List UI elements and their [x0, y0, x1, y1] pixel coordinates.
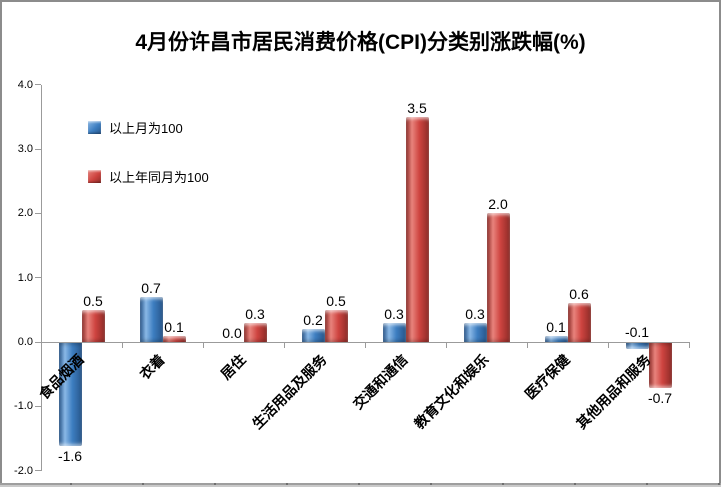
- bar-year-over-year: [405, 116, 429, 342]
- worksheet-edge: [0, 483, 721, 485]
- y-axis-tick: [35, 84, 41, 86]
- bar-year-over-year: [162, 335, 186, 342]
- bar-month-over-month: [625, 343, 649, 350]
- x-axis-tick: [284, 342, 285, 348]
- y-axis-tick: [35, 470, 41, 472]
- bar-year-over-year: [81, 309, 105, 342]
- y-axis-label: -2.0: [14, 464, 33, 477]
- bar-year-over-year: [486, 213, 510, 342]
- worksheet-edge-shadow: [0, 485, 721, 487]
- bar-month-over-month: [58, 343, 82, 446]
- legend-item: 以上月为100: [88, 118, 209, 137]
- legend-swatch-icon: [88, 170, 101, 183]
- data-label: 0.5: [83, 292, 103, 309]
- chart-border-left: [0, 0, 2, 483]
- x-axis-tick: [41, 342, 42, 348]
- bar-month-over-month: [463, 322, 487, 342]
- x-axis-tick: [446, 342, 447, 348]
- legend: 以上月为100 以上年同月为100: [88, 118, 209, 216]
- data-label: 0.3: [384, 305, 404, 322]
- y-axis-label: 1.0: [17, 271, 33, 284]
- y-axis-tick: [35, 148, 41, 150]
- y-axis-label: 2.0: [17, 207, 33, 220]
- y-axis-tick: [35, 341, 41, 343]
- y-axis-tick: [35, 212, 41, 214]
- chart-border-top: [0, 0, 721, 2]
- chart-border-right: [719, 0, 721, 483]
- x-axis-tick: [527, 342, 528, 348]
- data-label: 0.1: [546, 318, 566, 335]
- data-label: 0.6: [569, 286, 589, 303]
- y-axis-tick: [35, 405, 41, 407]
- bar-month-over-month: [139, 296, 163, 342]
- legend-label: 以上年同月为100: [109, 170, 209, 185]
- category-label: 其他用品和服务: [572, 351, 654, 432]
- y-axis-label: 3.0: [17, 143, 33, 156]
- bar-year-over-year: [648, 343, 672, 388]
- data-label: 0.3: [245, 305, 265, 322]
- y-axis-line: [41, 85, 42, 471]
- chart-title: 4月份许昌市居民消费价格(CPI)分类别涨跌幅(%): [135, 31, 586, 54]
- bar-year-over-year: [567, 303, 591, 342]
- y-axis-tick: [35, 277, 41, 279]
- x-axis-tick: [689, 342, 690, 348]
- legend-item: 以上年同月为100: [88, 167, 209, 186]
- x-axis-tick: [122, 342, 123, 348]
- data-label: -1.6: [57, 447, 83, 464]
- x-axis-tick: [365, 342, 366, 348]
- data-label: 0.2: [303, 312, 323, 329]
- y-axis-label: 0.0: [17, 336, 33, 348]
- x-axis-tick: [203, 342, 204, 348]
- bar-year-over-year: [324, 309, 348, 342]
- data-label: -0.1: [624, 324, 650, 340]
- y-axis-label: -1.0: [14, 400, 33, 413]
- legend-label: 以上月为100: [109, 121, 183, 136]
- data-label: 0.5: [326, 292, 346, 309]
- data-label: 0.1: [164, 318, 184, 335]
- data-label: 0.0: [222, 325, 242, 341]
- legend-swatch-icon: [88, 121, 101, 134]
- data-label: 0.3: [465, 305, 485, 322]
- data-label: -0.7: [647, 390, 673, 406]
- bar-month-over-month: [301, 329, 325, 342]
- y-axis-label: 4.0: [17, 78, 33, 91]
- bar-month-over-month: [382, 322, 406, 342]
- data-label: 3.5: [407, 99, 427, 116]
- data-label: 0.7: [141, 279, 161, 296]
- bar-month-over-month: [544, 335, 568, 342]
- bar-year-over-year: [243, 322, 267, 342]
- data-label: 2.0: [488, 196, 508, 213]
- x-axis-tick: [608, 342, 609, 348]
